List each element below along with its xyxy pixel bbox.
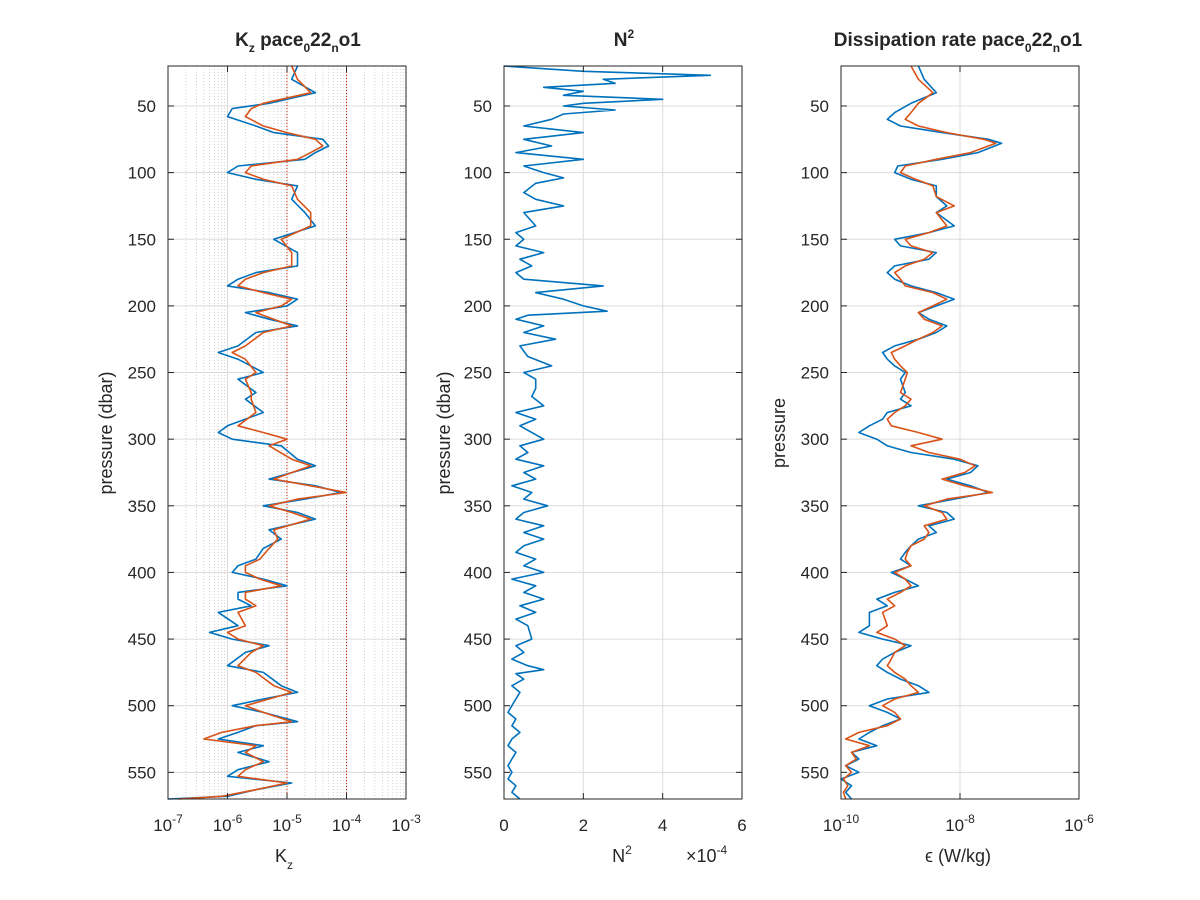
x-tick-label: 10-5 <box>272 812 302 835</box>
panel-n2-y-label: pressure (dbar) <box>434 371 454 494</box>
x-tick-label: 10-6 <box>213 812 243 835</box>
x-tick-label: 10-8 <box>945 812 975 835</box>
panel-epsilon-series-line-2 <box>842 65 997 800</box>
y-tick-label: 450 <box>801 630 829 649</box>
y-tick-label: 150 <box>128 230 156 249</box>
panel-epsilon-series-line-1 <box>840 65 1003 800</box>
y-tick-label: 250 <box>464 364 492 383</box>
x-tick-label: 10-4 <box>332 812 362 835</box>
y-tick-label: 50 <box>473 97 492 116</box>
y-tick-label: 450 <box>464 630 492 649</box>
y-tick-label: 500 <box>128 697 156 716</box>
x-tick-label: 10-7 <box>153 812 183 835</box>
y-tick-label: 550 <box>801 763 829 782</box>
y-tick-label: 300 <box>801 430 829 449</box>
panel-epsilon-y-label: pressure <box>769 398 789 468</box>
panel-kz-reference-lines <box>286 66 347 799</box>
y-tick-label: 100 <box>464 164 492 183</box>
panel-kz-series-line-2 <box>178 65 348 800</box>
y-tick-label: 100 <box>128 164 156 183</box>
y-tick-label: 300 <box>128 430 156 449</box>
panel-n2-series <box>503 65 712 800</box>
y-tick-label: 200 <box>128 297 156 316</box>
y-tick-label: 450 <box>128 630 156 649</box>
panel-epsilon-title: Dissipation rate pace022no1 <box>834 30 1083 55</box>
panel-n2-y-ticks: 50 100 150 200 250 300 350 400 450 500 550 <box>464 97 742 782</box>
y-tick-label: 300 <box>464 430 492 449</box>
panel-epsilon-x-ticks: 10-10 10-8 10-6 <box>823 66 1094 835</box>
panel-epsilon: 10-10 10-8 10-6 50 100 150 200 250 300 350 400 450… <box>769 30 1094 866</box>
panel-epsilon-x-label: ϵ (W/kg) <box>925 846 991 866</box>
y-tick-label: 50 <box>137 97 156 116</box>
panel-epsilon-y-ticks: 50 100 150 200 250 300 350 400 450 500 550 <box>801 97 1079 782</box>
panel-kz-y-ticks: 50 100 150 200 250 300 350 400 450 500 550 <box>128 97 406 782</box>
panel-kz-x-ticks: 10-7 10-6 10-5 10-4 10-3 <box>153 66 421 835</box>
y-tick-label: 100 <box>801 164 829 183</box>
y-tick-label: 200 <box>801 297 829 316</box>
y-tick-label: 350 <box>464 497 492 516</box>
x-tick-label: 10-3 <box>391 812 421 835</box>
panel-kz-series <box>167 65 348 800</box>
y-tick-label: 400 <box>128 563 156 582</box>
y-tick-label: 400 <box>801 563 829 582</box>
y-tick-label: 150 <box>464 230 492 249</box>
panel-kz-title: Kz pace022no1 <box>235 30 361 55</box>
panel-kz-y-label: pressure (dbar) <box>96 371 116 494</box>
x-tick-label: 10-10 <box>823 812 860 835</box>
x-tick-label: 4 <box>658 816 667 835</box>
panel-kz: 10-7 10-6 10-5 10-4 10-3 50 100 150 200 250 300 35… <box>96 30 421 872</box>
panel-n2-x-multiplier: ×10-4 <box>686 843 728 866</box>
panel-n2-series-line-1 <box>503 65 712 800</box>
panel-kz-x-label: Kz <box>275 846 293 872</box>
panel-n2: 0 2 4 6 50 100 150 200 250 300 350 400 450 500 550 N2… <box>434 27 747 866</box>
panel-n2-x-ticks: 0 2 4 6 <box>499 66 747 835</box>
y-tick-label: 550 <box>128 763 156 782</box>
x-tick-label: 0 <box>499 816 508 835</box>
y-tick-label: 200 <box>464 297 492 316</box>
x-tick-label: 2 <box>579 816 588 835</box>
x-tick-label: 10-6 <box>1064 812 1094 835</box>
y-tick-label: 250 <box>801 364 829 383</box>
y-tick-label: 50 <box>810 97 829 116</box>
y-tick-label: 150 <box>801 230 829 249</box>
y-tick-label: 250 <box>128 364 156 383</box>
y-tick-label: 400 <box>464 563 492 582</box>
y-tick-label: 500 <box>801 697 829 716</box>
panel-n2-x-label: N2 <box>612 843 632 866</box>
x-tick-label: 6 <box>737 816 746 835</box>
y-tick-label: 350 <box>128 497 156 516</box>
panel-kz-series-line-1 <box>167 65 342 800</box>
y-tick-label: 500 <box>464 697 492 716</box>
panel-n2-frame <box>503 65 743 800</box>
y-tick-label: 350 <box>801 497 829 516</box>
panel-n2-title: N2 <box>614 27 635 51</box>
panel-epsilon-series <box>840 65 1003 800</box>
y-tick-label: 550 <box>464 763 492 782</box>
